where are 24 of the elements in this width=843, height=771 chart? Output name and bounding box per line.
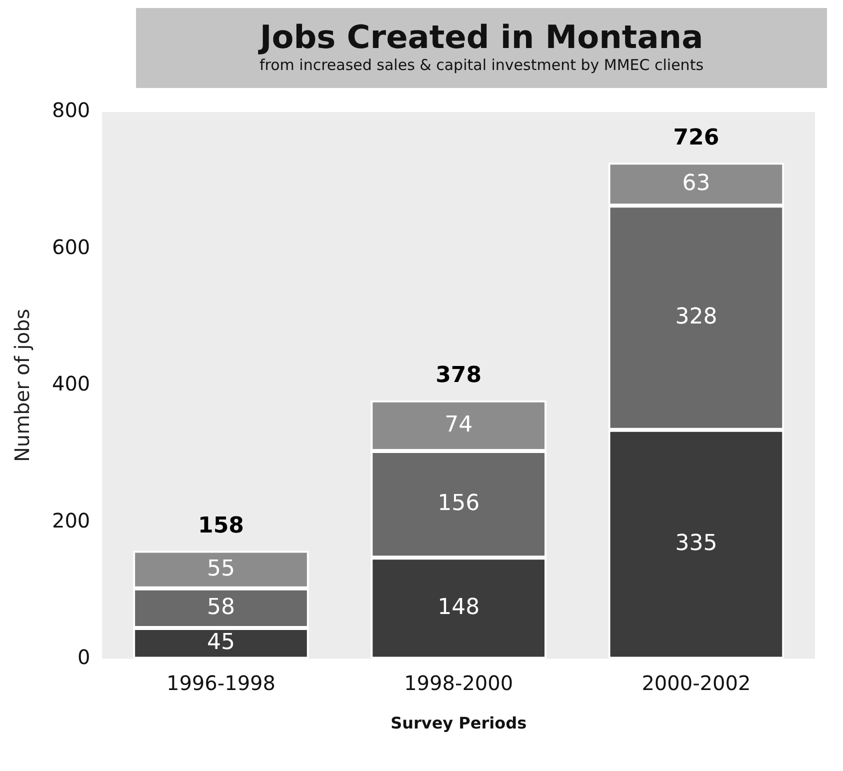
- y-tick-label: 600: [52, 234, 90, 259]
- total-label: 158: [198, 514, 244, 539]
- data-label: 55: [206, 556, 235, 582]
- x-tick-label: 1996-1998: [166, 671, 276, 696]
- y-tick-label: 800: [52, 98, 90, 122]
- data-label: 148: [438, 594, 480, 620]
- y-axis-title: Number of jobs: [10, 308, 34, 462]
- data-label: 328: [675, 304, 718, 330]
- data-label: 58: [206, 594, 235, 620]
- chart-subtitle: from increased sales & capital investment by MMEC clients: [258, 56, 705, 74]
- data-label: 45: [206, 630, 235, 656]
- data-label: 74: [444, 412, 473, 438]
- data-label: 335: [675, 531, 718, 556]
- x-tick-label: 1998-2000: [404, 671, 514, 696]
- total-label: 378: [436, 363, 482, 388]
- y-tick-label: 200: [52, 508, 90, 532]
- total-label: 726: [673, 125, 720, 150]
- x-axis-title: Survey Periods: [390, 714, 527, 733]
- y-tick-label: 0: [77, 645, 90, 670]
- x-tick-label: 2000-2002: [642, 671, 751, 696]
- data-label: 156: [438, 491, 480, 516]
- y-tick-label: 400: [52, 372, 90, 396]
- chart-title: Jobs Created in Montana: [257, 18, 704, 56]
- data-label: 63: [682, 170, 710, 196]
